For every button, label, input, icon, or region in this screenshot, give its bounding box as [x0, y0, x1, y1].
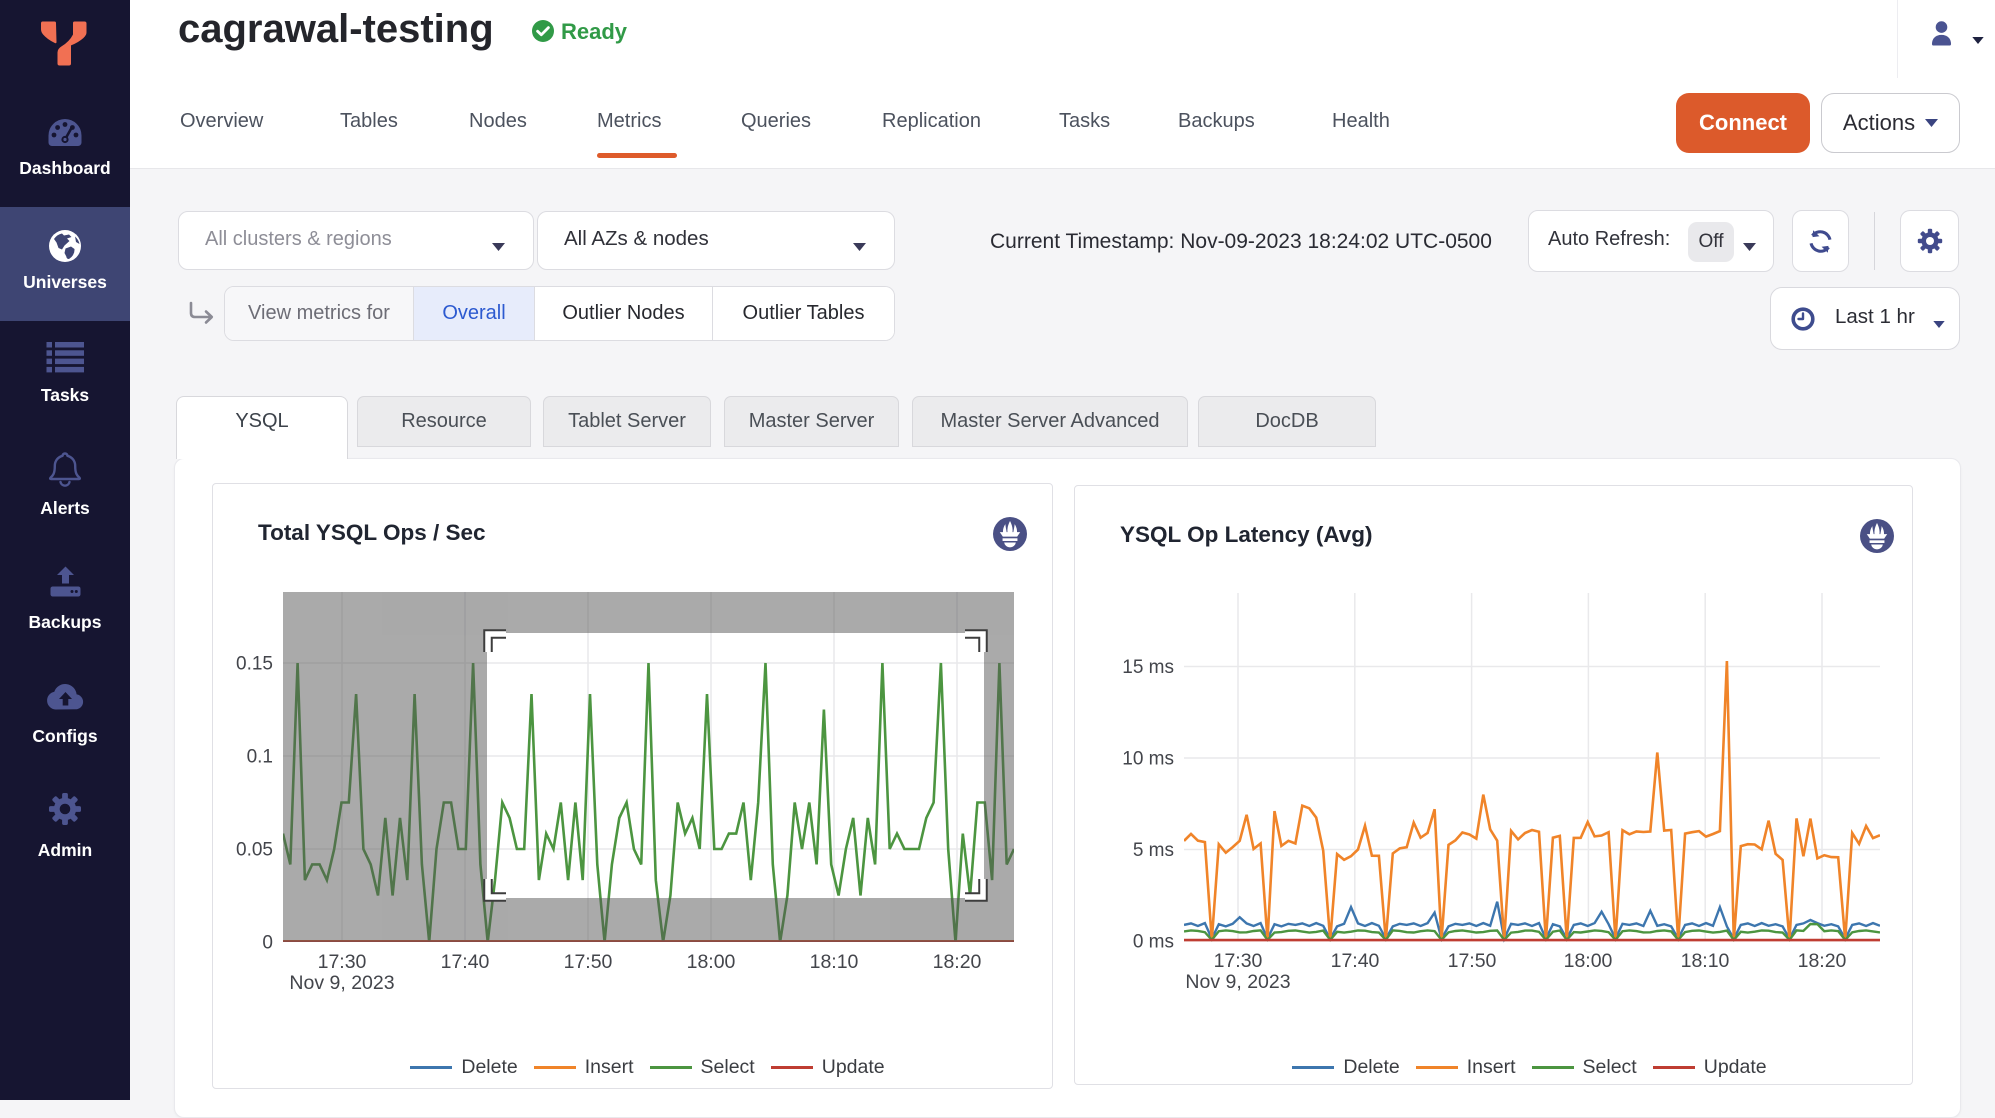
svg-text:18:20: 18:20: [1798, 950, 1847, 972]
svg-text:18:20: 18:20: [933, 951, 982, 973]
svg-text:18:10: 18:10: [810, 951, 859, 973]
svg-text:Nov 9, 2023: Nov 9, 2023: [289, 972, 394, 994]
svg-text:18:00: 18:00: [687, 951, 736, 973]
svg-text:17:50: 17:50: [564, 951, 613, 973]
svg-text:17:30: 17:30: [318, 951, 367, 973]
svg-text:15 ms: 15 ms: [1122, 657, 1174, 678]
svg-text:Nov 9, 2023: Nov 9, 2023: [1185, 971, 1290, 993]
svg-text:0.05: 0.05: [236, 840, 273, 861]
svg-text:17:50: 17:50: [1448, 950, 1497, 972]
svg-text:18:10: 18:10: [1681, 950, 1730, 972]
svg-text:17:40: 17:40: [441, 951, 490, 973]
svg-text:18:00: 18:00: [1564, 950, 1613, 972]
svg-text:0: 0: [262, 933, 273, 954]
svg-text:10 ms: 10 ms: [1122, 749, 1174, 770]
svg-text:0.15: 0.15: [236, 654, 273, 675]
svg-text:17:40: 17:40: [1331, 950, 1380, 972]
svg-text:0 ms: 0 ms: [1133, 932, 1174, 953]
svg-text:0.1: 0.1: [247, 747, 273, 768]
svg-text:17:30: 17:30: [1214, 950, 1263, 972]
svg-text:5 ms: 5 ms: [1133, 840, 1174, 861]
